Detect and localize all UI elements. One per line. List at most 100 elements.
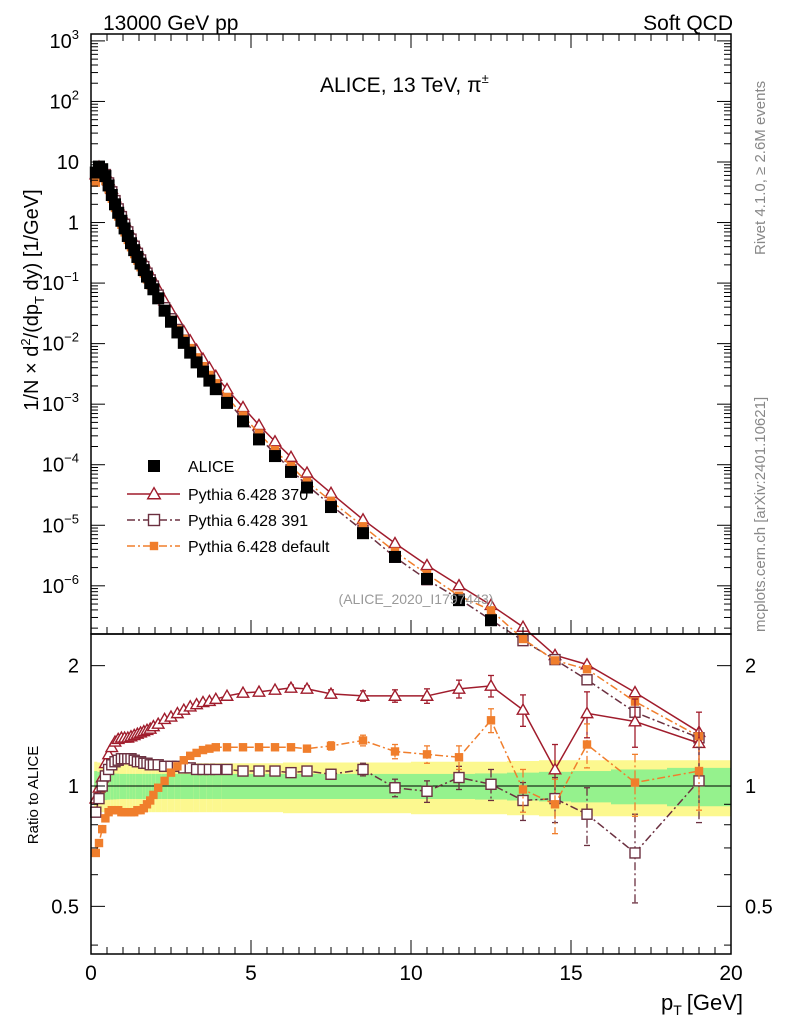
marker-open-triangle	[548, 762, 562, 775]
marker-open-triangle	[356, 688, 370, 701]
marker-open-square	[581, 674, 593, 686]
marker-open-square	[210, 763, 222, 776]
ratio-series-1	[88, 674, 706, 804]
marker-open-triangle	[628, 714, 642, 727]
marker-open-square	[629, 847, 641, 859]
marker-square	[518, 785, 528, 794]
legend: ALICE Pythia 6.428 370 Pythia 6.428 391 Pyt…	[127, 459, 330, 556]
marker-square	[209, 383, 222, 396]
y-tick-label: 10−2	[42, 330, 79, 356]
ratio-y-tick-label-right: 0.5	[745, 896, 773, 918]
x-tick-label: 10	[399, 962, 422, 985]
y-axis-label-text: 1/N × d2/(dpT dy) [1/GeV]	[18, 189, 47, 410]
marker-open-triangle	[516, 702, 530, 715]
marker-square	[128, 244, 141, 257]
marker-square	[421, 572, 433, 585]
marker-square	[254, 743, 264, 752]
marker-square	[131, 250, 144, 263]
band-inner	[571, 771, 611, 803]
ratio-y-tick-label-right: 1	[745, 776, 756, 798]
marker-open-square	[485, 778, 497, 790]
marker-square	[165, 315, 177, 328]
x-tick-label: 0	[85, 962, 97, 985]
marker-square	[152, 292, 165, 305]
marker-open-triangle	[420, 558, 434, 571]
marker-square	[485, 614, 497, 627]
series-line	[95, 174, 700, 737]
marker-open-square	[269, 765, 281, 777]
y-tick-label: 10−6	[42, 572, 79, 598]
series-2	[90, 162, 705, 744]
marker-square	[222, 743, 232, 752]
marker-open-triangle	[268, 682, 282, 695]
x-tick-label: 15	[559, 962, 582, 985]
marker-open-square	[285, 766, 297, 779]
marker-open-square	[389, 782, 401, 794]
y-tick-label: 10	[57, 152, 79, 174]
marker-square	[192, 748, 201, 758]
marker-open-square	[90, 806, 102, 818]
series-3	[91, 171, 704, 741]
marker-square	[154, 783, 163, 792]
marker-square	[186, 751, 195, 761]
marker-square	[357, 527, 369, 540]
y-tick-label: 102	[50, 87, 79, 113]
marker-open-square	[453, 771, 465, 784]
ratio-y-label: Ratio to ALICE	[25, 746, 42, 844]
marker-square	[302, 744, 312, 753]
y-tick-label: 10−5	[42, 511, 79, 537]
y-axis-label: 1/N × d2/(dpT dy) [1/GeV]	[18, 189, 47, 410]
y-tick-label: 1	[68, 213, 79, 235]
marker-square	[177, 336, 190, 349]
marker-open-triangle	[220, 688, 234, 701]
marker-open-triangle	[300, 681, 314, 694]
marker-open-square	[357, 763, 369, 776]
marker-open-triangle	[452, 681, 466, 694]
chart-title-particle: π	[467, 74, 482, 97]
marker-square	[486, 606, 496, 615]
marker-square	[325, 501, 337, 514]
marker-square	[184, 346, 197, 359]
marker-open-triangle	[236, 685, 250, 698]
chart-title: ALICE, 13 TeV, π±	[320, 71, 489, 97]
marker-square	[389, 550, 401, 563]
marker-square	[454, 753, 464, 762]
marker-open-square	[301, 765, 313, 777]
marker-square	[269, 450, 281, 463]
analysis-label: (ALICE_2020_I1797443)	[339, 591, 494, 607]
legend-label: Pythia 6.428 370	[188, 487, 308, 504]
marker-square	[270, 743, 280, 752]
marker-open-triangle	[208, 691, 223, 705]
marker-open-triangle	[580, 706, 594, 719]
legend-label: ALICE	[188, 459, 234, 476]
marker-square	[358, 522, 368, 531]
marker-open-triangle	[388, 688, 402, 701]
marker-square	[158, 304, 171, 317]
marker-square	[326, 496, 336, 506]
marker-square	[166, 768, 176, 777]
legend-label: Pythia 6.428 391	[188, 513, 308, 530]
ratio-y-tick-label: 2	[68, 656, 79, 678]
ratio-series-3	[91, 708, 704, 858]
marker-open-square	[237, 765, 249, 777]
marker-square	[102, 179, 115, 192]
marker-open-triangle	[146, 486, 162, 500]
marker-open-triangle	[284, 680, 298, 693]
marker-square	[550, 800, 560, 809]
marker-square	[101, 814, 110, 823]
marker-square	[105, 188, 118, 201]
marker-open-square	[581, 808, 593, 820]
chart-title-sup: ±	[482, 71, 489, 86]
marker-open-triangle	[420, 688, 434, 701]
marker-square	[630, 778, 640, 787]
header-left: 13000 GeV pp	[103, 12, 238, 35]
marker-open-triangle	[452, 578, 466, 591]
marker-open-square	[147, 513, 161, 527]
marker-square	[173, 762, 182, 771]
marker-square	[285, 465, 297, 478]
marker-square	[149, 541, 159, 551]
band-inner	[107, 773, 111, 800]
marker-square	[326, 741, 336, 751]
marker-square	[160, 776, 169, 786]
series-1	[88, 159, 706, 738]
